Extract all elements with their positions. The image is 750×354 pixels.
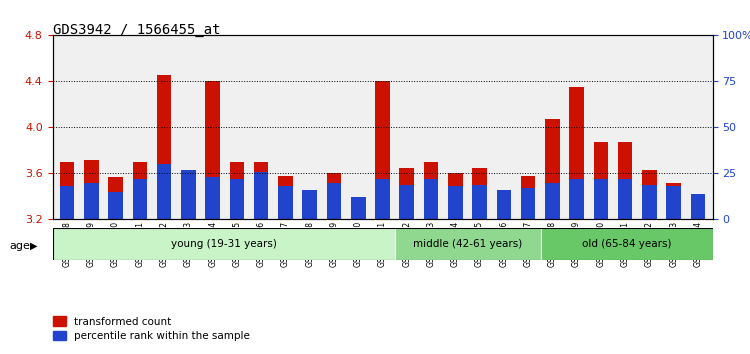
Bar	[618, 142, 632, 219]
Bar	[642, 184, 657, 219]
Bar	[351, 198, 365, 219]
Bar	[545, 119, 560, 219]
Bar	[206, 177, 220, 219]
Bar	[278, 176, 292, 219]
Bar	[157, 75, 172, 219]
Bar	[642, 170, 657, 219]
Bar	[520, 176, 536, 219]
Bar	[394, 228, 542, 260]
Bar	[520, 188, 536, 219]
Bar	[545, 183, 560, 219]
Bar	[496, 208, 511, 219]
Bar	[542, 228, 712, 260]
Bar	[569, 179, 584, 219]
Bar	[108, 192, 123, 219]
Bar	[84, 183, 98, 219]
Bar	[302, 208, 317, 219]
Bar	[424, 179, 438, 219]
Bar	[448, 173, 463, 219]
Text: age: age	[10, 241, 31, 251]
Bar	[351, 214, 365, 219]
Bar	[593, 179, 608, 219]
Bar	[691, 194, 705, 219]
Bar	[108, 177, 123, 219]
Bar	[254, 172, 268, 219]
Bar	[593, 142, 608, 219]
Text: middle (42-61 years): middle (42-61 years)	[413, 239, 523, 249]
Text: young (19-31 years): young (19-31 years)	[171, 239, 277, 249]
Legend: transformed count, percentile rank within the sample: transformed count, percentile rank withi…	[49, 312, 254, 345]
Bar	[496, 190, 511, 219]
Bar	[60, 186, 74, 219]
Bar	[375, 81, 390, 219]
Bar	[400, 184, 414, 219]
Bar	[302, 190, 317, 219]
Bar	[375, 179, 390, 219]
Bar	[206, 81, 220, 219]
Bar	[133, 179, 147, 219]
Bar	[157, 164, 172, 219]
Bar	[181, 170, 196, 219]
Bar	[472, 184, 487, 219]
Text: old (65-84 years): old (65-84 years)	[582, 239, 672, 249]
Bar	[53, 228, 394, 260]
Bar	[254, 162, 268, 219]
Bar	[327, 183, 341, 219]
Bar	[133, 162, 147, 219]
Bar	[60, 162, 74, 219]
Bar	[691, 211, 705, 219]
Bar	[424, 162, 438, 219]
Bar	[84, 160, 98, 219]
Text: ▶: ▶	[30, 241, 38, 251]
Bar	[618, 179, 632, 219]
Bar	[448, 186, 463, 219]
Bar	[230, 162, 244, 219]
Bar	[181, 171, 196, 219]
Bar	[667, 186, 681, 219]
Bar	[278, 186, 292, 219]
Bar	[667, 183, 681, 219]
Bar	[400, 168, 414, 219]
Bar	[569, 87, 584, 219]
Text: GDS3942 / 1566455_at: GDS3942 / 1566455_at	[53, 23, 220, 37]
Bar	[472, 168, 487, 219]
Bar	[230, 179, 244, 219]
Bar	[327, 173, 341, 219]
